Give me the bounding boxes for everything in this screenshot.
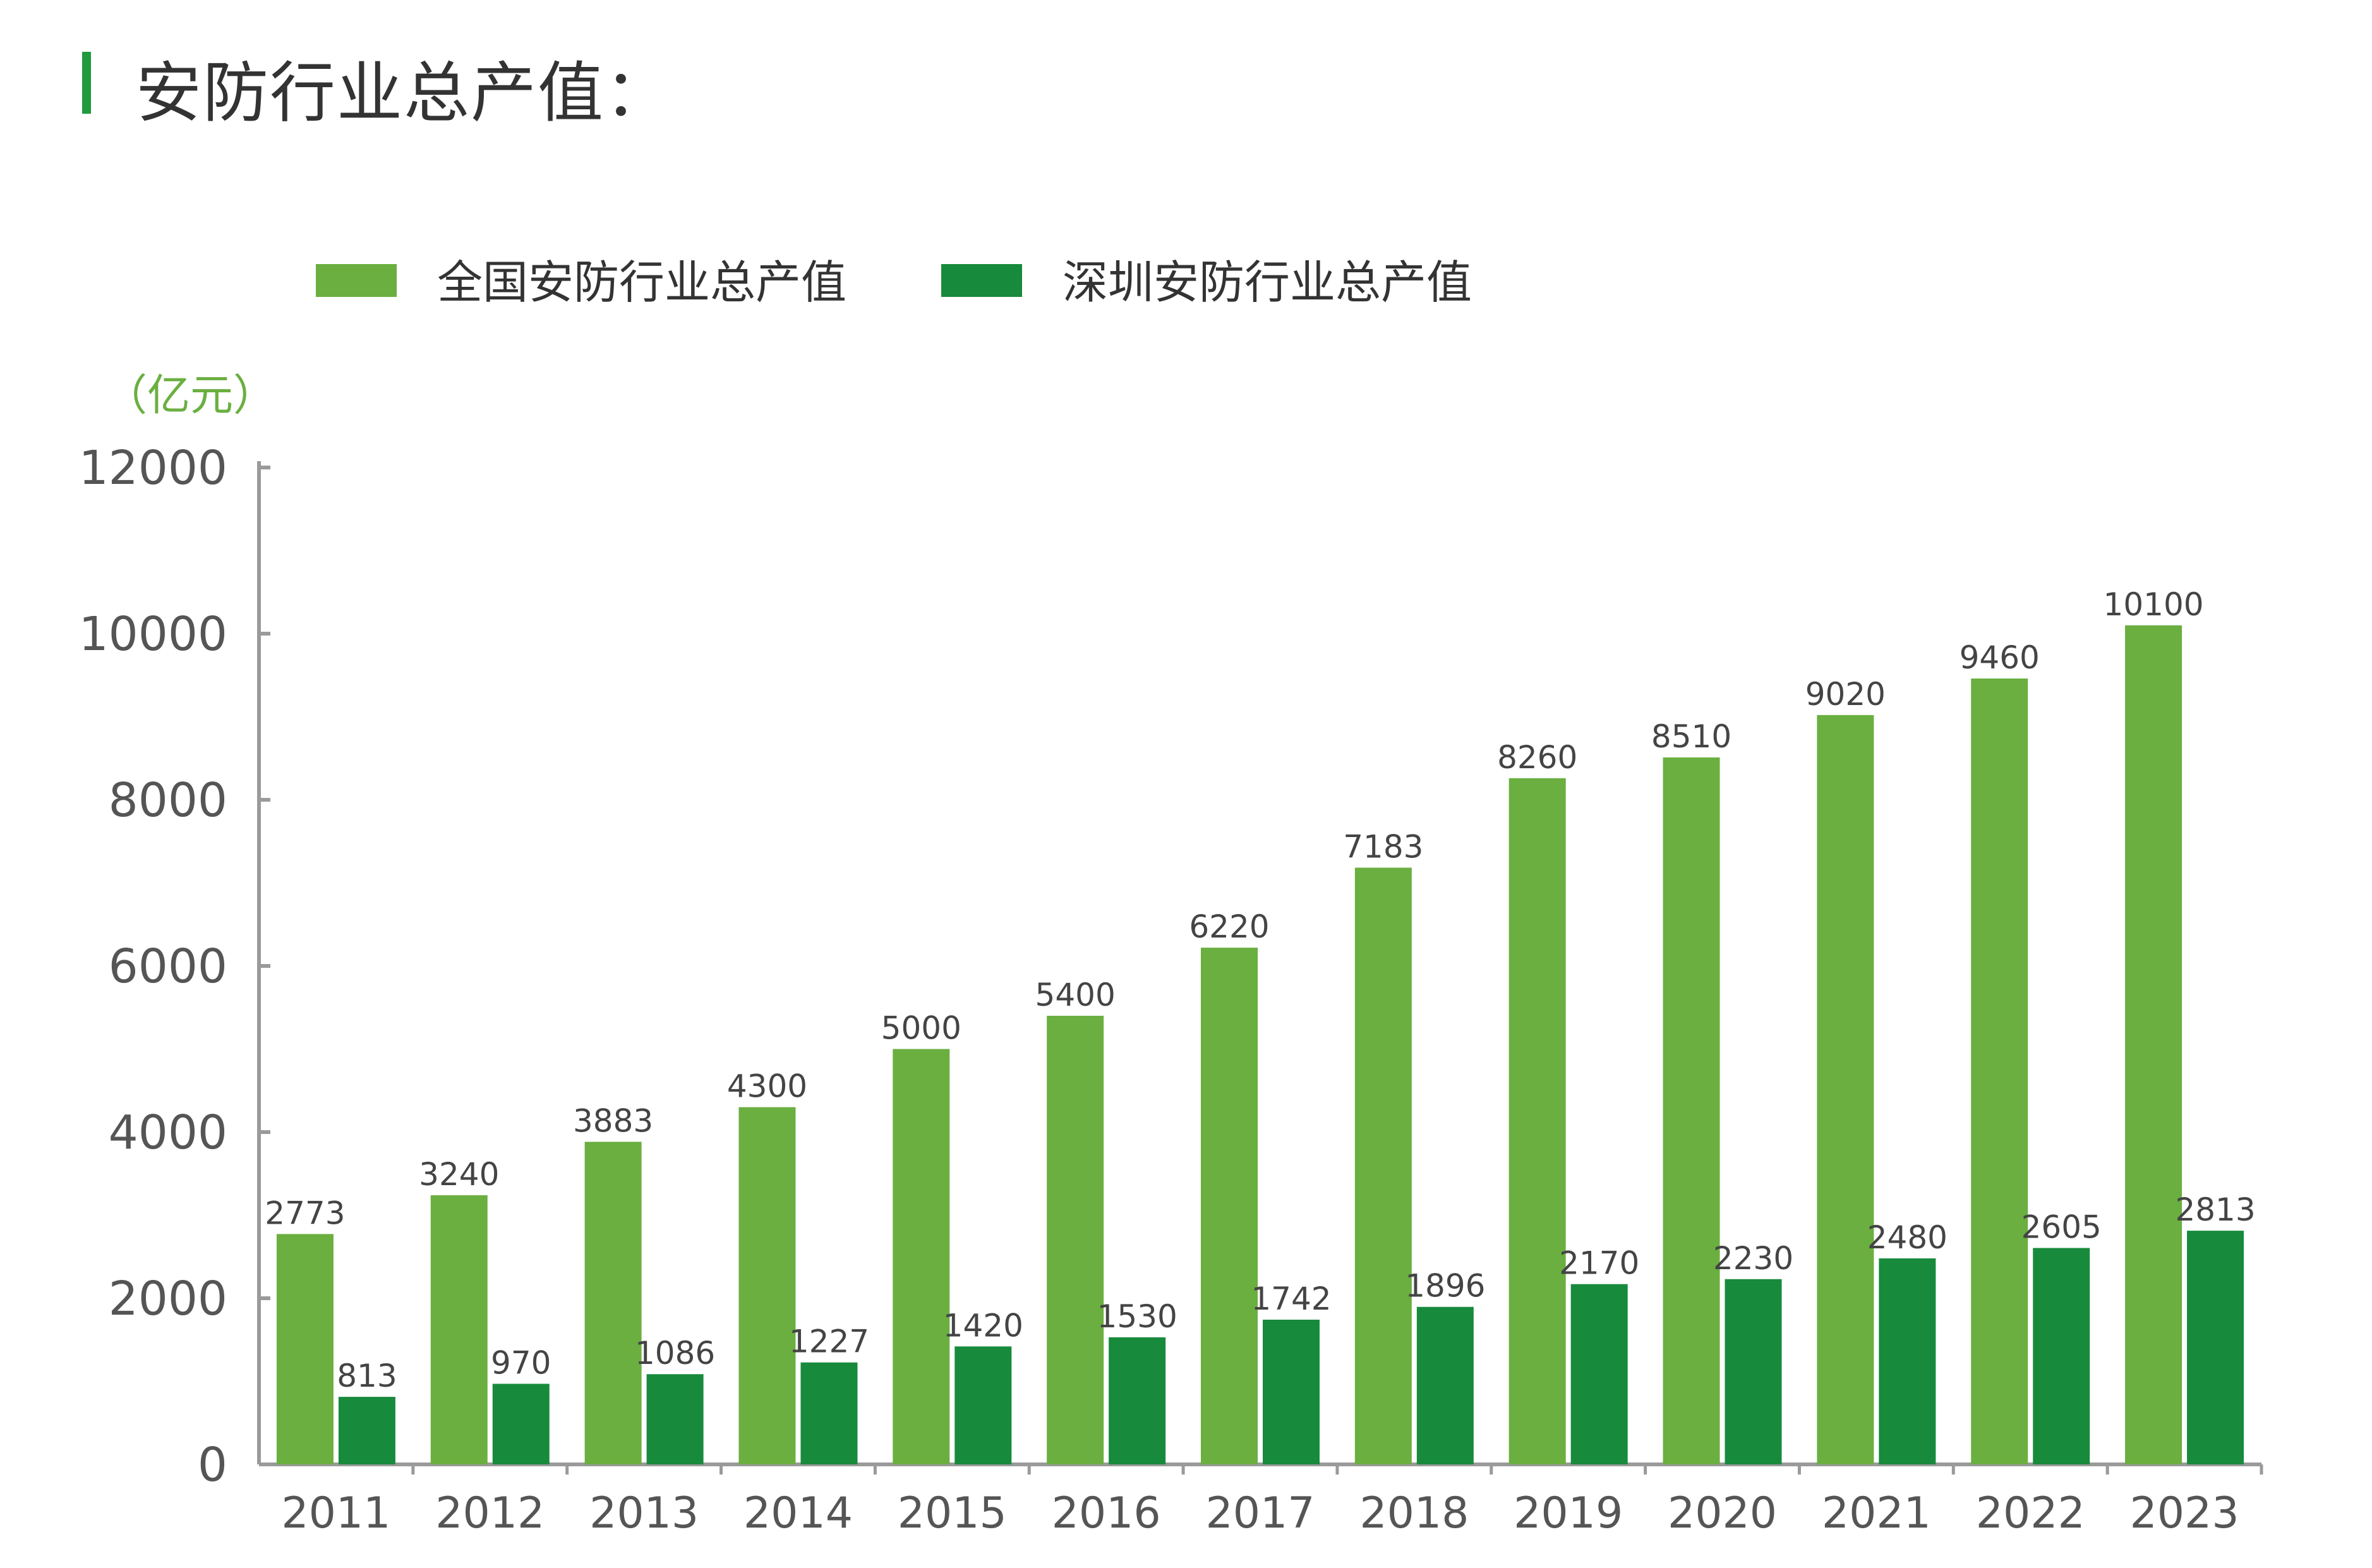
- x-tick-label-2018: 2018: [1359, 1488, 1469, 1538]
- data-label-national-2012: 3240: [419, 1156, 499, 1193]
- x-tick-label-2015: 2015: [898, 1488, 1007, 1538]
- data-label-national-2022: 9460: [1960, 639, 2040, 676]
- data-label-national-2011: 2773: [265, 1195, 345, 1231]
- x-tick-label-2011: 2011: [281, 1488, 390, 1538]
- y-tick-label-2000: 2000: [109, 1272, 227, 1326]
- bar-national-2012: [430, 1195, 488, 1464]
- bar-national-2023: [2125, 625, 2182, 1464]
- y-axis-unit-label: （亿元）: [104, 371, 277, 421]
- data-label-national-2013: 3883: [573, 1102, 653, 1139]
- bar-national-2011: [276, 1234, 334, 1464]
- bar-national-2018: [1354, 867, 1412, 1464]
- bar-national-2016: [1047, 1015, 1104, 1464]
- bar-national-2022: [1971, 678, 2028, 1464]
- y-tick-label-10000: 10000: [79, 607, 227, 661]
- legend-label-shenzhen: 深圳安防行业总产值: [1063, 256, 1472, 309]
- bar-national-2014: [738, 1107, 796, 1464]
- bar-national-2015: [893, 1049, 950, 1464]
- y-tick-label-6000: 6000: [109, 939, 227, 994]
- bar-shenzhen-2020: [1725, 1279, 1782, 1464]
- bar-shenzhen-2012: [492, 1384, 550, 1464]
- data-label-shenzhen-2017: 1742: [1251, 1281, 1331, 1317]
- data-label-national-2017: 6220: [1189, 908, 1269, 945]
- bar-shenzhen-2022: [2033, 1248, 2090, 1464]
- bar-shenzhen-2015: [954, 1346, 1012, 1464]
- bar-shenzhen-2014: [800, 1362, 858, 1464]
- data-label-national-2016: 5400: [1035, 977, 1116, 1013]
- data-label-shenzhen-2018: 1896: [1405, 1268, 1485, 1305]
- bar-national-2020: [1663, 757, 1720, 1464]
- data-label-shenzhen-2015: 1420: [943, 1307, 1023, 1344]
- data-label-shenzhen-2016: 1530: [1097, 1298, 1177, 1335]
- x-tick-label-2014: 2014: [744, 1488, 853, 1538]
- data-label-national-2020: 8510: [1651, 718, 1731, 755]
- data-label-national-2018: 7183: [1343, 828, 1423, 865]
- y-tick-label-12000: 12000: [79, 441, 227, 495]
- bar-shenzhen-2023: [2187, 1231, 2244, 1464]
- x-tick-label-2019: 2019: [1514, 1488, 1623, 1538]
- x-tick-label-2023: 2023: [2130, 1488, 2239, 1538]
- bar-shenzhen-2013: [646, 1374, 704, 1464]
- x-tick-label-2021: 2021: [1822, 1488, 1931, 1538]
- x-tick-label-2017: 2017: [1205, 1488, 1315, 1538]
- x-tick-label-2012: 2012: [435, 1488, 545, 1538]
- title-accent-bar: [82, 52, 91, 114]
- bar-shenzhen-2017: [1263, 1319, 1320, 1464]
- data-label-national-2019: 8260: [1497, 739, 1577, 776]
- data-label-national-2021: 9020: [1805, 676, 1886, 713]
- data-label-shenzhen-2013: 1086: [635, 1335, 715, 1372]
- legend-swatch-national: [316, 264, 397, 297]
- x-tick-label-2022: 2022: [1976, 1488, 2085, 1538]
- bar-national-2017: [1201, 948, 1258, 1464]
- bar-national-2021: [1817, 715, 1874, 1464]
- data-label-national-2023: 10100: [2104, 586, 2204, 623]
- bar-shenzhen-2011: [338, 1397, 395, 1464]
- y-tick-label-4000: 4000: [109, 1106, 227, 1160]
- x-tick-label-2013: 2013: [589, 1488, 699, 1538]
- data-label-shenzhen-2012: 970: [491, 1344, 551, 1381]
- data-label-shenzhen-2019: 2170: [1559, 1245, 1639, 1282]
- bar-shenzhen-2019: [1570, 1284, 1628, 1464]
- bar-shenzhen-2018: [1416, 1306, 1474, 1464]
- data-label-shenzhen-2020: 2230: [1713, 1240, 1793, 1277]
- page-title: 安防行业总产值：: [136, 54, 672, 131]
- bar-shenzhen-2016: [1109, 1337, 1166, 1464]
- y-tick-label-0: 0: [198, 1438, 227, 1492]
- data-label-shenzhen-2014: 1227: [789, 1324, 869, 1360]
- x-tick-label-2016: 2016: [1052, 1488, 1161, 1538]
- data-label-shenzhen-2021: 2480: [1867, 1219, 1948, 1256]
- x-tick-label-2020: 2020: [1668, 1488, 1777, 1538]
- data-label-shenzhen-2023: 2813: [2175, 1191, 2255, 1228]
- legend-swatch-shenzhen: [941, 264, 1022, 297]
- bar-national-2013: [584, 1142, 642, 1464]
- y-tick-label-8000: 8000: [109, 773, 227, 828]
- data-label-national-2014: 4300: [727, 1068, 807, 1105]
- data-label-shenzhen-2011: 813: [337, 1358, 397, 1394]
- bar-national-2019: [1508, 778, 1566, 1464]
- data-label-shenzhen-2022: 2605: [2021, 1209, 2102, 1245]
- data-label-national-2015: 5000: [881, 1010, 961, 1047]
- legend-label-national: 全国安防行业总产值: [437, 256, 847, 309]
- bar-shenzhen-2021: [1879, 1258, 1936, 1464]
